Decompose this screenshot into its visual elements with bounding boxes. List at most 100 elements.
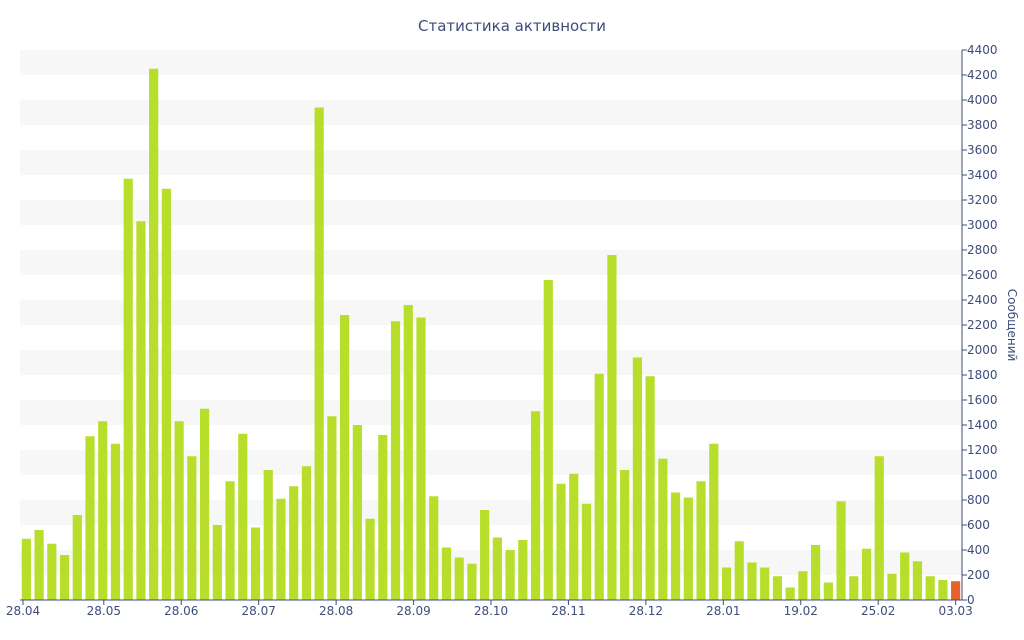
y-tick-label: 3400 <box>967 168 998 182</box>
bar[interactable] <box>709 443 719 600</box>
y-tick-label: 600 <box>967 518 990 532</box>
bar[interactable] <box>21 538 31 600</box>
grid-band <box>20 200 962 225</box>
y-tick-label: 400 <box>967 543 990 557</box>
x-tick-label: 28.07 <box>242 604 276 618</box>
bar[interactable] <box>581 503 592 600</box>
bar[interactable] <box>760 567 770 601</box>
x-tick-label: 28.10 <box>474 604 508 618</box>
bar[interactable] <box>696 481 706 600</box>
bar[interactable] <box>543 280 553 600</box>
bar[interactable] <box>671 492 681 601</box>
bar[interactable] <box>874 456 884 600</box>
bar[interactable] <box>429 496 439 600</box>
bar[interactable] <box>212 525 222 600</box>
bar[interactable] <box>149 68 159 600</box>
bar[interactable] <box>556 483 566 600</box>
bar[interactable] <box>772 576 783 600</box>
grid-band <box>20 100 962 125</box>
y-tick-label: 4400 <box>967 43 998 57</box>
y-tick-label: 3000 <box>967 218 998 232</box>
bar[interactable] <box>225 481 235 600</box>
bar[interactable] <box>85 436 95 600</box>
bar[interactable] <box>938 580 948 600</box>
bar[interactable] <box>47 543 57 600</box>
bar[interactable] <box>492 537 502 601</box>
bar[interactable] <box>72 515 82 600</box>
bar[interactable] <box>403 305 413 600</box>
bar[interactable] <box>798 571 808 600</box>
y-tick-label: 1800 <box>967 368 998 382</box>
bar[interactable] <box>110 443 121 600</box>
bar[interactable] <box>721 567 732 601</box>
bar[interactable] <box>314 107 324 601</box>
bar[interactable] <box>518 540 528 600</box>
bar[interactable] <box>747 562 757 601</box>
y-tick-label: 2800 <box>967 243 998 257</box>
bar[interactable] <box>785 587 795 601</box>
bar[interactable] <box>289 486 299 600</box>
y-tick-label: 800 <box>967 493 990 507</box>
bar[interactable] <box>530 411 541 600</box>
grid-band <box>20 300 962 325</box>
bar[interactable] <box>467 563 477 600</box>
y-tick-label: 2000 <box>967 343 998 357</box>
bar[interactable] <box>645 376 655 600</box>
y-tick-label: 3800 <box>967 118 998 132</box>
bar[interactable] <box>327 416 337 600</box>
bar[interactable] <box>250 527 261 601</box>
bar[interactable] <box>900 552 910 601</box>
bar[interactable] <box>925 576 935 600</box>
x-tick-label: 25.02 <box>861 604 895 618</box>
y-tick-label: 1400 <box>967 418 998 432</box>
bar[interactable] <box>263 470 273 600</box>
bar[interactable] <box>59 555 70 600</box>
bar[interactable] <box>632 357 642 601</box>
bar[interactable] <box>620 470 630 600</box>
x-tick-label: 28.12 <box>629 604 663 618</box>
bar[interactable] <box>441 547 452 601</box>
bar[interactable] <box>569 473 579 600</box>
bar-current[interactable] <box>951 581 961 600</box>
bar[interactable] <box>123 178 133 600</box>
bar[interactable] <box>658 458 668 600</box>
bar[interactable] <box>861 548 872 600</box>
bar[interactable] <box>607 255 617 600</box>
bar[interactable] <box>416 317 426 601</box>
bar[interactable] <box>454 557 464 601</box>
bar[interactable] <box>365 518 375 600</box>
bar[interactable] <box>98 421 108 600</box>
bar[interactable] <box>811 545 821 600</box>
bar[interactable] <box>276 498 286 600</box>
bar[interactable] <box>378 435 388 600</box>
bar[interactable] <box>174 421 184 600</box>
grid-band <box>20 550 962 575</box>
grid-band <box>20 50 962 75</box>
bar[interactable] <box>340 315 350 600</box>
bar[interactable] <box>887 573 897 600</box>
bar[interactable] <box>238 433 248 600</box>
bar[interactable] <box>823 582 833 601</box>
y-tick-label: 1600 <box>967 393 998 407</box>
y-tick-label: 2400 <box>967 293 998 307</box>
bar[interactable] <box>34 530 44 600</box>
bar[interactable] <box>836 501 846 600</box>
grid-band <box>20 400 962 425</box>
bar[interactable] <box>505 550 515 600</box>
bar[interactable] <box>849 576 859 600</box>
bar[interactable] <box>136 221 146 600</box>
bar[interactable] <box>200 408 210 600</box>
bar[interactable] <box>390 321 401 600</box>
y-tick-label: 1000 <box>967 468 998 482</box>
x-tick-label: 28.06 <box>164 604 198 618</box>
bar[interactable] <box>734 541 744 600</box>
bar[interactable] <box>161 188 171 600</box>
bar[interactable] <box>683 497 693 601</box>
bar[interactable] <box>187 456 197 600</box>
bar[interactable] <box>352 425 362 600</box>
bar[interactable] <box>301 466 312 600</box>
bar[interactable] <box>594 373 604 600</box>
grid-band <box>20 150 962 175</box>
bar[interactable] <box>912 561 923 600</box>
bar[interactable] <box>480 510 490 600</box>
